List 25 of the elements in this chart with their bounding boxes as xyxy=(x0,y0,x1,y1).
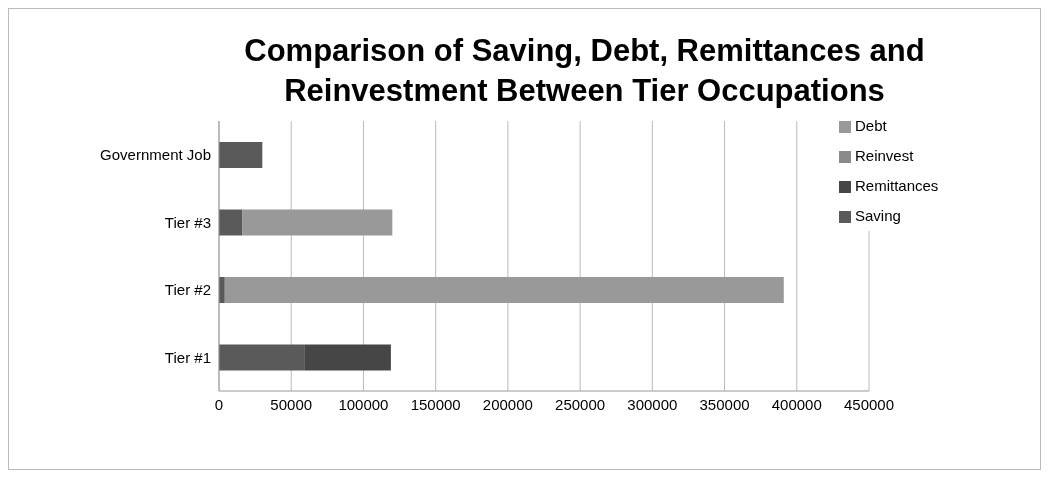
x-tick-label: 100000 xyxy=(338,395,389,413)
chart-title: Comparison of Saving, Debt, Remittances and Reinvestment Between Tier Occupations xyxy=(243,32,926,110)
y-tick-label: Tier #1 xyxy=(164,348,211,366)
x-tick-label: 400000 xyxy=(771,395,822,413)
x-tick-label: 200000 xyxy=(482,395,533,413)
legend-label: Remittances xyxy=(855,177,939,194)
x-tick-label: 300000 xyxy=(627,395,678,413)
y-tick-label: Government Job xyxy=(100,146,211,164)
x-tick-label: 250000 xyxy=(555,395,606,413)
bar xyxy=(219,344,305,371)
bar xyxy=(219,142,263,168)
bar xyxy=(219,209,243,236)
x-tick-label: 50000 xyxy=(270,395,313,413)
x-tick-label: 450000 xyxy=(843,395,895,413)
legend-label: Saving xyxy=(855,207,901,224)
bar xyxy=(304,344,391,371)
y-tick-label: Tier #2 xyxy=(164,281,211,299)
x-tick-label: 0 xyxy=(214,395,224,413)
bar xyxy=(242,209,393,236)
y-tick-label: Tier #3 xyxy=(164,213,211,231)
legend-label: Reinvest xyxy=(855,147,914,164)
x-tick-label: 350000 xyxy=(699,395,750,413)
x-tick-label: 150000 xyxy=(410,395,461,413)
bar xyxy=(224,277,784,303)
legend-label: Debt xyxy=(855,117,887,134)
